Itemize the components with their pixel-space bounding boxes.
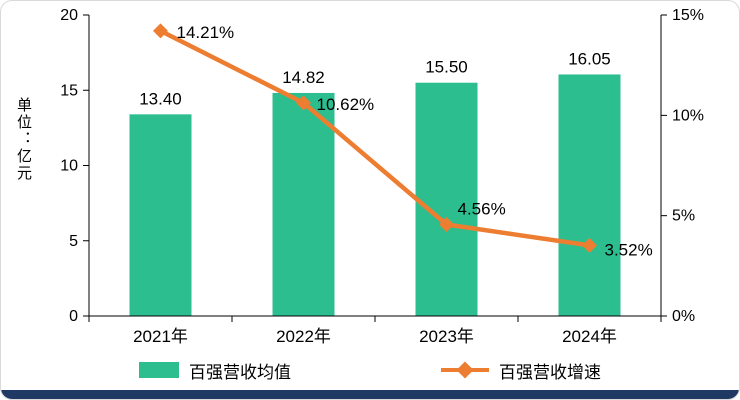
legend-item-bar-series: 百强营收均值 <box>139 358 291 383</box>
legend: 百强营收均值 百强营收增速 <box>1 357 739 383</box>
bar-value-label: 16.05 <box>568 49 611 68</box>
bar-value-label: 15.50 <box>425 58 468 77</box>
line-value-label: 3.52% <box>605 240 653 259</box>
diamond-marker-icon <box>582 237 597 253</box>
left-axis-tick-label: 10 <box>60 158 78 175</box>
diamond-marker-icon <box>439 216 454 232</box>
legend-line-swatch-icon <box>441 361 489 379</box>
bar <box>129 114 192 316</box>
left-axis-tick-label: 15 <box>60 82 78 99</box>
legend-item-line-series: 百强营收增速 <box>441 358 601 383</box>
y-axis-title: 单位：亿元 <box>15 97 32 182</box>
right-axis-tick-label: 10% <box>672 107 704 124</box>
line-value-label: 4.56% <box>458 199 506 218</box>
legend-bar-series-label: 百强营收均值 <box>189 362 291 382</box>
legend-bar-swatch-icon <box>139 362 179 378</box>
left-axis-tick-label: 0 <box>69 308 78 325</box>
line-series <box>159 28 590 248</box>
legend-diamond-marker-icon <box>456 361 474 379</box>
line-value-label: 10.62% <box>317 95 375 114</box>
x-axis-category-label: 2023年 <box>419 327 474 346</box>
right-axis-tick-label: 0% <box>672 308 695 325</box>
x-axis-category-label: 2024年 <box>562 327 617 346</box>
bar <box>415 82 478 316</box>
line-value-label: 14.21% <box>177 23 235 42</box>
left-axis-tick-label: 5 <box>69 233 78 250</box>
bar-value-label: 14.82 <box>282 68 325 87</box>
legend-line-series-label: 百强营收增速 <box>499 362 601 382</box>
diamond-marker-icon <box>153 23 168 39</box>
bar <box>558 74 621 316</box>
diamond-marker-icon <box>296 95 311 111</box>
bar-value-label: 13.40 <box>139 89 182 108</box>
left-axis-tick-label: 20 <box>60 7 78 24</box>
right-axis-tick-label: 15% <box>672 7 704 24</box>
right-axis-tick-label: 5% <box>672 208 695 225</box>
x-axis-category-label: 2021年 <box>133 327 188 346</box>
bar <box>272 92 335 316</box>
bottom-accent-bar <box>1 390 739 399</box>
x-axis-category-label: 2022年 <box>276 327 331 346</box>
